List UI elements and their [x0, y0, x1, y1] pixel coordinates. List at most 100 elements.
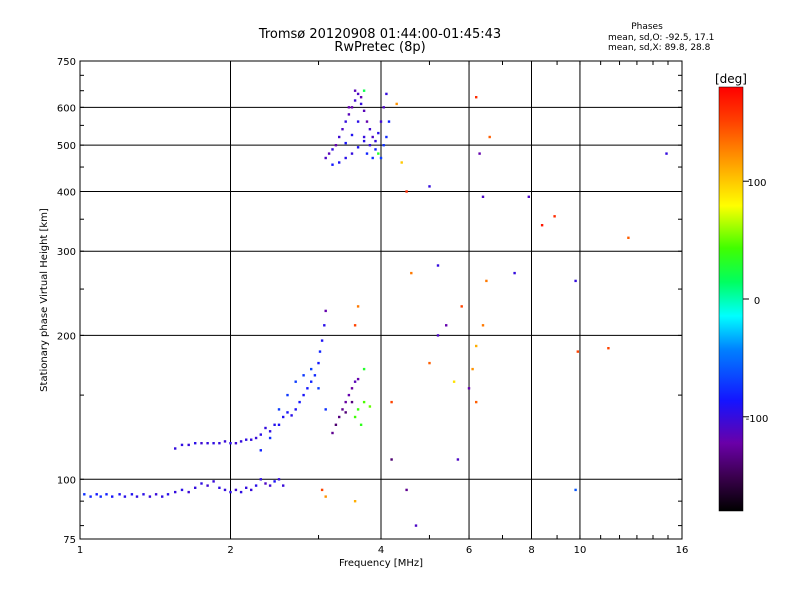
data-point [180, 443, 184, 447]
data-point [331, 163, 334, 166]
data-point [334, 144, 338, 147]
data-point [368, 144, 372, 147]
data-point [286, 411, 289, 414]
data-point [282, 415, 285, 419]
data-point [356, 377, 360, 381]
data-point [324, 495, 327, 498]
data-point [405, 488, 408, 492]
data-point [250, 438, 253, 441]
data-point [313, 374, 317, 377]
data-point [206, 484, 209, 487]
data-point [374, 139, 377, 143]
data-point [347, 393, 351, 397]
data-point [344, 156, 347, 160]
data-point [387, 120, 391, 123]
x-tick-label: 2 [227, 545, 233, 556]
data-point [123, 495, 127, 498]
data-point [317, 361, 320, 365]
data-point [475, 96, 478, 99]
data-point [99, 495, 102, 498]
data-point [259, 478, 262, 481]
data-point [362, 135, 366, 139]
colorbar-ticks: 100 0 -100 [743, 178, 768, 425]
data-point [475, 344, 478, 348]
x-tick-label: 10 [574, 545, 587, 556]
data-point [259, 449, 262, 452]
chart-title: Tromsø 20120908 01:44:00-01:45:43 [258, 27, 502, 42]
data-point [302, 374, 305, 377]
data-point [268, 484, 272, 487]
data-point [362, 89, 366, 92]
data-point [212, 442, 215, 445]
data-point [187, 490, 190, 494]
data-point [154, 493, 158, 496]
data-point [475, 400, 478, 404]
data-point [371, 135, 374, 139]
y-tick-label: 400 [57, 187, 76, 198]
data-point [385, 92, 388, 96]
data-point [356, 305, 360, 308]
data-point [273, 480, 276, 483]
data-point [353, 89, 357, 92]
data-point [341, 408, 344, 411]
data-point [553, 215, 556, 218]
data-point [259, 433, 262, 436]
data-point [405, 190, 408, 193]
phases-o-stat: mean, sd,O: -92.5, 17.1 [608, 33, 715, 43]
data-point [318, 350, 322, 353]
data-point [264, 482, 267, 485]
data-point [341, 128, 344, 131]
data-point [310, 380, 313, 383]
data-point [161, 495, 164, 498]
data-point [385, 135, 388, 139]
data-point [460, 305, 463, 308]
data-point [194, 442, 197, 445]
data-point [353, 500, 357, 503]
data-point [467, 387, 471, 390]
data-point [390, 458, 393, 461]
data-point [331, 148, 334, 151]
data-point [359, 96, 363, 99]
data-point [83, 493, 86, 496]
data-point [428, 185, 431, 188]
data-point [239, 440, 243, 443]
data-point [310, 367, 313, 371]
data-point [180, 488, 184, 492]
data-point [324, 408, 327, 411]
data-point [254, 436, 258, 440]
data-point [135, 495, 139, 498]
data-point [234, 442, 238, 445]
data-point [277, 408, 281, 411]
data-point [95, 493, 98, 496]
data-point [130, 493, 134, 496]
data-point [229, 490, 232, 494]
data-point [327, 152, 331, 155]
data-point [118, 493, 121, 496]
data-points [83, 89, 668, 527]
data-point [344, 400, 347, 404]
data-point [350, 152, 354, 155]
data-point [324, 156, 327, 160]
data-point [478, 152, 481, 155]
colorbar-tick-label: 0 [754, 296, 760, 307]
data-point [347, 106, 351, 109]
data-point [277, 478, 281, 481]
data-point [223, 440, 227, 443]
data-point [344, 411, 347, 414]
y-tick-label: 600 [57, 103, 76, 114]
data-point [382, 144, 385, 147]
data-point [362, 109, 366, 112]
data-point [294, 380, 297, 383]
data-point [148, 495, 152, 498]
x-tick-label: 4 [378, 545, 384, 556]
data-point [445, 324, 448, 327]
y-tick-label: 100 [57, 475, 76, 486]
data-point [268, 430, 272, 433]
data-point [471, 367, 474, 371]
x-tick-label: 1 [77, 545, 83, 556]
data-point [410, 271, 413, 275]
data-point [379, 156, 383, 160]
data-point [452, 380, 456, 383]
data-point [350, 387, 354, 390]
